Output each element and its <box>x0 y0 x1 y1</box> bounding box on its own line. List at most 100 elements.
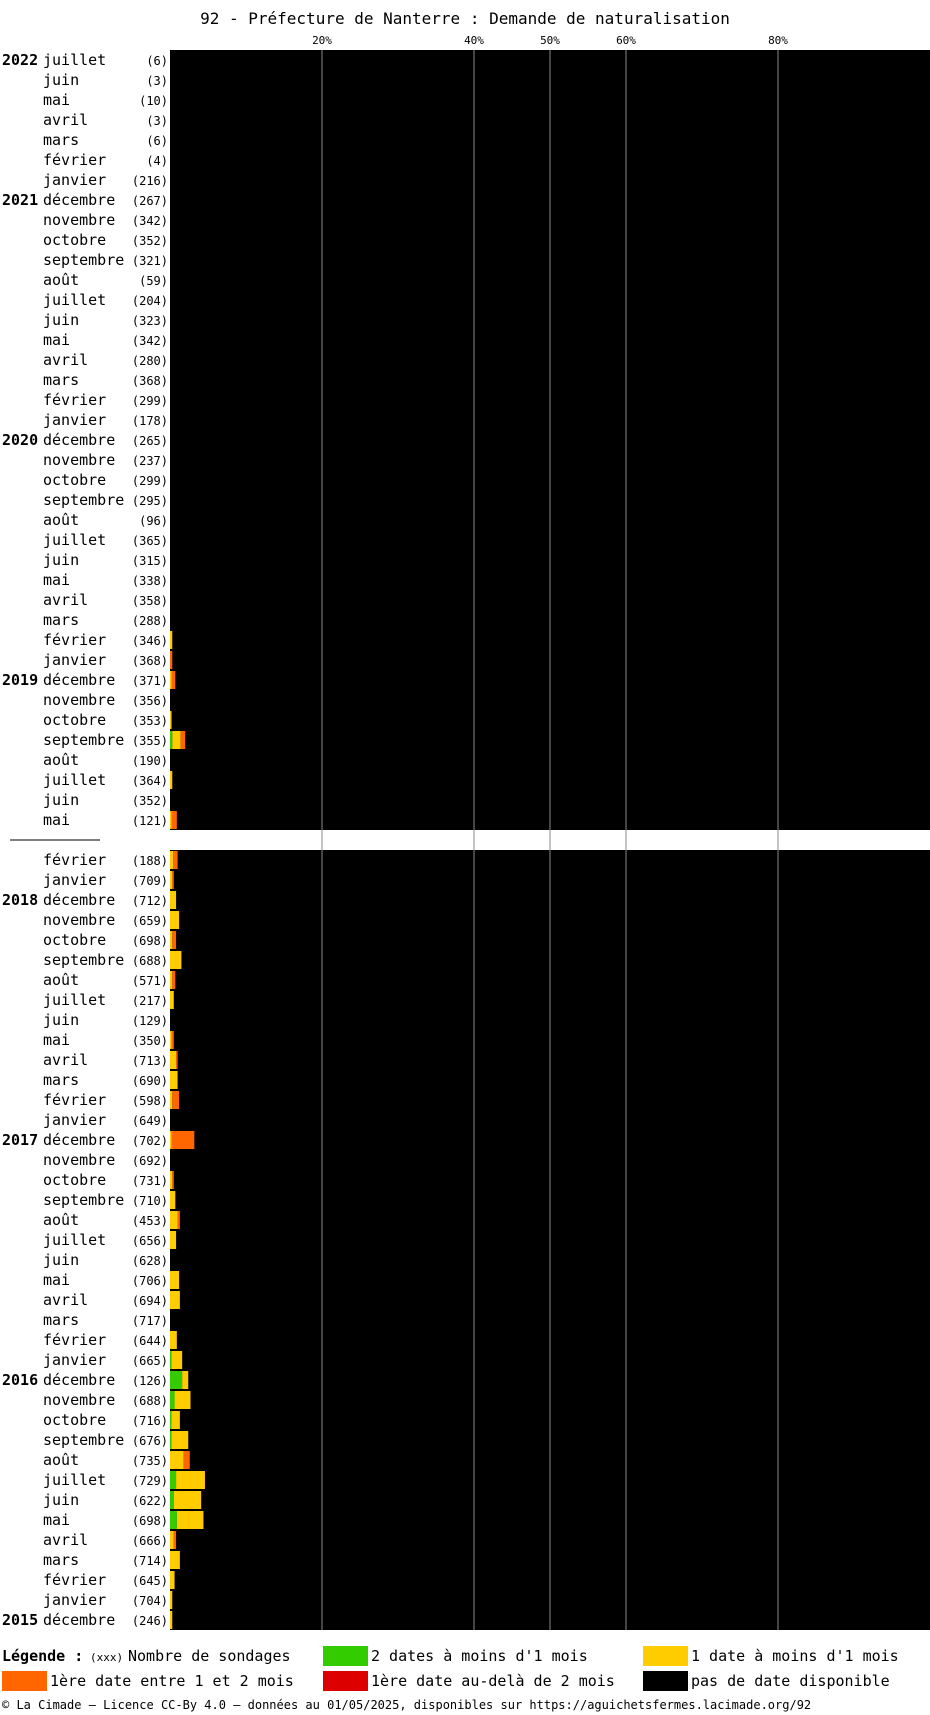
count-label: (644) <box>132 1334 168 1348</box>
month-label: novembre <box>43 691 115 709</box>
month-label: avril <box>43 591 88 609</box>
count-label: (659) <box>132 914 168 928</box>
month-label: juin <box>43 791 79 809</box>
count-label: (688) <box>132 954 168 968</box>
month-label: août <box>43 271 79 289</box>
bar-segment-yellow <box>170 931 173 949</box>
legend-swatch-black <box>643 1671 688 1691</box>
month-label: juillet <box>43 991 106 1009</box>
month-label: janvier <box>43 1591 106 1609</box>
month-label: décembre <box>43 191 115 209</box>
bar-segment-yellow <box>170 1271 180 1289</box>
year-label: 2019 <box>2 671 38 689</box>
count-label: (368) <box>132 654 168 668</box>
legend-count-label: Nombre de sondages <box>128 1647 291 1665</box>
bar-segment-yellow <box>182 1371 189 1389</box>
month-label: février <box>43 1331 106 1349</box>
count-label: (716) <box>132 1414 168 1428</box>
month-label: novembre <box>43 451 115 469</box>
bar-segment-yellow <box>170 1091 173 1109</box>
month-label: janvier <box>43 651 106 669</box>
bar-segment-green <box>170 1491 174 1509</box>
count-label: (690) <box>132 1074 168 1088</box>
bar-segment-green <box>170 1511 177 1529</box>
bar-segment-yellow <box>170 1291 180 1309</box>
bar-segment-yellow <box>176 1511 204 1529</box>
count-label: (342) <box>132 214 168 228</box>
bar-segment-green <box>170 1431 172 1449</box>
bar-segment-yellow <box>170 711 172 729</box>
month-label: février <box>43 151 106 169</box>
month-label: mai <box>43 1511 70 1529</box>
bar-segment-orange <box>176 1051 178 1069</box>
year-label: 2022 <box>2 51 38 69</box>
count-label: (299) <box>132 394 168 408</box>
bar-segment-yellow <box>170 1591 173 1609</box>
month-label: septembre <box>43 491 124 509</box>
count-label: (628) <box>132 1254 168 1268</box>
count-label: (365) <box>132 534 168 548</box>
count-label: (698) <box>132 934 168 948</box>
legend-label-green: 2 dates à moins d'1 mois <box>371 1647 588 1665</box>
month-label: novembre <box>43 211 115 229</box>
month-label: septembre <box>43 1431 124 1449</box>
month-label: mars <box>43 131 79 149</box>
count-label: (338) <box>132 574 168 588</box>
bar-segment-yellow <box>173 1491 202 1509</box>
month-label: avril <box>43 111 88 129</box>
bar-segment-orange <box>177 1211 180 1229</box>
count-label: (3) <box>146 74 168 88</box>
count-label: (688) <box>132 1394 168 1408</box>
month-label: janvier <box>43 411 106 429</box>
year-label: 2020 <box>2 431 38 449</box>
legend: Légende : (xxx) Nombre de sondages 2 dat… <box>2 1646 899 1691</box>
legend-swatch-yellow <box>643 1646 688 1666</box>
footer-credit: © La Cimade — Licence CC-By 4.0 — donnée… <box>2 1698 811 1712</box>
bar-segment-yellow <box>171 1431 189 1449</box>
count-label: (358) <box>132 594 168 608</box>
bar-segment-yellow <box>170 1071 178 1089</box>
count-label: (694) <box>132 1294 168 1308</box>
bar-segment-yellow <box>170 891 177 909</box>
bar-segment-orange <box>171 811 177 829</box>
count-label: (645) <box>132 1574 168 1588</box>
count-label: (735) <box>132 1454 168 1468</box>
legend-swatch-green <box>323 1646 368 1666</box>
month-label: octobre <box>43 931 106 949</box>
legend-swatch-red <box>323 1671 368 1691</box>
month-label: juin <box>43 1011 79 1029</box>
month-label: février <box>43 631 106 649</box>
count-label: (321) <box>132 254 168 268</box>
count-label: (729) <box>132 1474 168 1488</box>
bar-segment-yellow <box>170 1051 177 1069</box>
bar-segment-yellow <box>176 1471 205 1489</box>
month-label: juin <box>43 311 79 329</box>
count-label: (665) <box>132 1354 168 1368</box>
bar-segment-yellow <box>170 871 173 889</box>
month-label: mars <box>43 1551 79 1569</box>
month-label: juillet <box>43 51 106 69</box>
count-label: (288) <box>132 614 168 628</box>
bar-segment-orange <box>173 851 178 869</box>
x-tick-label: 40% <box>464 34 484 47</box>
count-label: (656) <box>132 1234 168 1248</box>
month-label: mai <box>43 91 70 109</box>
count-label: (323) <box>132 314 168 328</box>
month-label: octobre <box>43 471 106 489</box>
count-label: (702) <box>132 1134 168 1148</box>
count-label: (129) <box>132 1014 168 1028</box>
month-label: octobre <box>43 231 106 249</box>
month-label: juillet <box>43 291 106 309</box>
count-label: (698) <box>132 1514 168 1528</box>
month-label: mai <box>43 571 70 589</box>
bar-segment-yellow <box>170 1211 178 1229</box>
count-label: (121) <box>132 814 168 828</box>
count-label: (717) <box>132 1314 168 1328</box>
month-label: janvier <box>43 1351 106 1369</box>
bar-segment-green <box>170 1391 175 1409</box>
count-label: (3) <box>146 114 168 128</box>
count-label: (204) <box>132 294 168 308</box>
bar-segment-yellow <box>170 1451 184 1469</box>
count-label: (355) <box>132 734 168 748</box>
